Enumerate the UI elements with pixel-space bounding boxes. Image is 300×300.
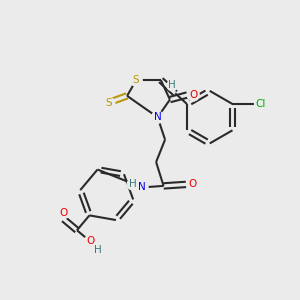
Text: H: H <box>94 244 102 255</box>
Circle shape <box>152 111 164 123</box>
Circle shape <box>130 74 142 86</box>
Circle shape <box>127 179 138 190</box>
Circle shape <box>93 244 104 255</box>
Text: S: S <box>106 98 112 108</box>
Circle shape <box>167 80 178 91</box>
Circle shape <box>255 98 266 110</box>
Circle shape <box>187 178 199 190</box>
Circle shape <box>84 236 96 247</box>
Text: O: O <box>60 208 68 218</box>
Text: N: N <box>138 182 146 192</box>
Text: H: H <box>129 179 136 189</box>
Circle shape <box>58 207 70 218</box>
Text: O: O <box>188 179 197 189</box>
Text: H: H <box>169 80 176 90</box>
Circle shape <box>187 89 199 101</box>
Text: O: O <box>86 236 94 246</box>
Circle shape <box>103 98 115 110</box>
Text: S: S <box>133 75 140 85</box>
Circle shape <box>136 182 148 194</box>
Text: N: N <box>154 112 161 122</box>
Text: O: O <box>189 90 197 100</box>
Text: Cl: Cl <box>255 99 266 109</box>
